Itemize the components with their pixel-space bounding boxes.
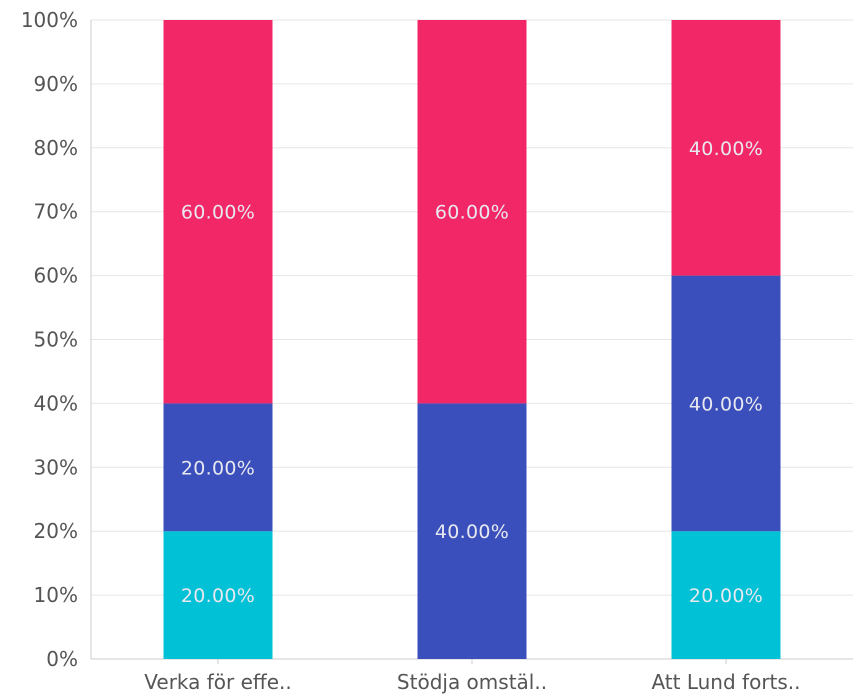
data-label: 40.00% xyxy=(689,138,763,160)
x-tick-label: Stödja omstäl.. xyxy=(397,670,547,694)
y-tick-label: 30% xyxy=(34,455,78,479)
bar-segment xyxy=(671,275,781,532)
y-tick-label: 50% xyxy=(34,328,78,352)
data-label: 20.00% xyxy=(181,457,255,479)
bar-segment xyxy=(671,531,781,659)
x-axis-ticks: Verka för effe.. Stödja omstäl.. Att Lund … xyxy=(144,659,801,694)
y-tick-label: 10% xyxy=(34,583,78,607)
y-tick-label: 60% xyxy=(34,264,78,288)
bar-segment xyxy=(163,20,273,404)
data-label: 20.00% xyxy=(181,585,255,607)
y-tick-label: 40% xyxy=(34,391,78,415)
data-label: 40.00% xyxy=(689,393,763,415)
y-tick-label: 0% xyxy=(46,647,78,671)
bar-segment xyxy=(163,531,273,659)
data-label: 40.00% xyxy=(435,521,509,543)
data-label: 60.00% xyxy=(181,202,255,224)
x-tick-label: Verka för effe.. xyxy=(144,670,291,694)
y-tick-label: 70% xyxy=(34,200,78,224)
y-tick-label: 100% xyxy=(21,8,78,32)
bar-segment xyxy=(417,403,527,659)
y-axis-ticks: 0% 10% 20% 30% 40% 50% 60% 70% 80% 90% 100% xyxy=(21,8,78,671)
bars xyxy=(163,20,781,659)
y-tick-label: 90% xyxy=(34,72,78,96)
y-tick-label: 80% xyxy=(34,136,78,160)
data-label: 20.00% xyxy=(689,585,763,607)
bar-segment xyxy=(163,403,273,532)
bar-segment xyxy=(671,20,781,276)
bar-segment xyxy=(417,20,527,404)
y-tick-label: 20% xyxy=(34,519,78,543)
x-tick-label: Att Lund forts.. xyxy=(651,670,800,694)
data-labels: 20.00% 20.00% 60.00% 40.00% 60.00% 20.00% 40.0… xyxy=(181,138,763,607)
data-label: 60.00% xyxy=(435,202,509,224)
